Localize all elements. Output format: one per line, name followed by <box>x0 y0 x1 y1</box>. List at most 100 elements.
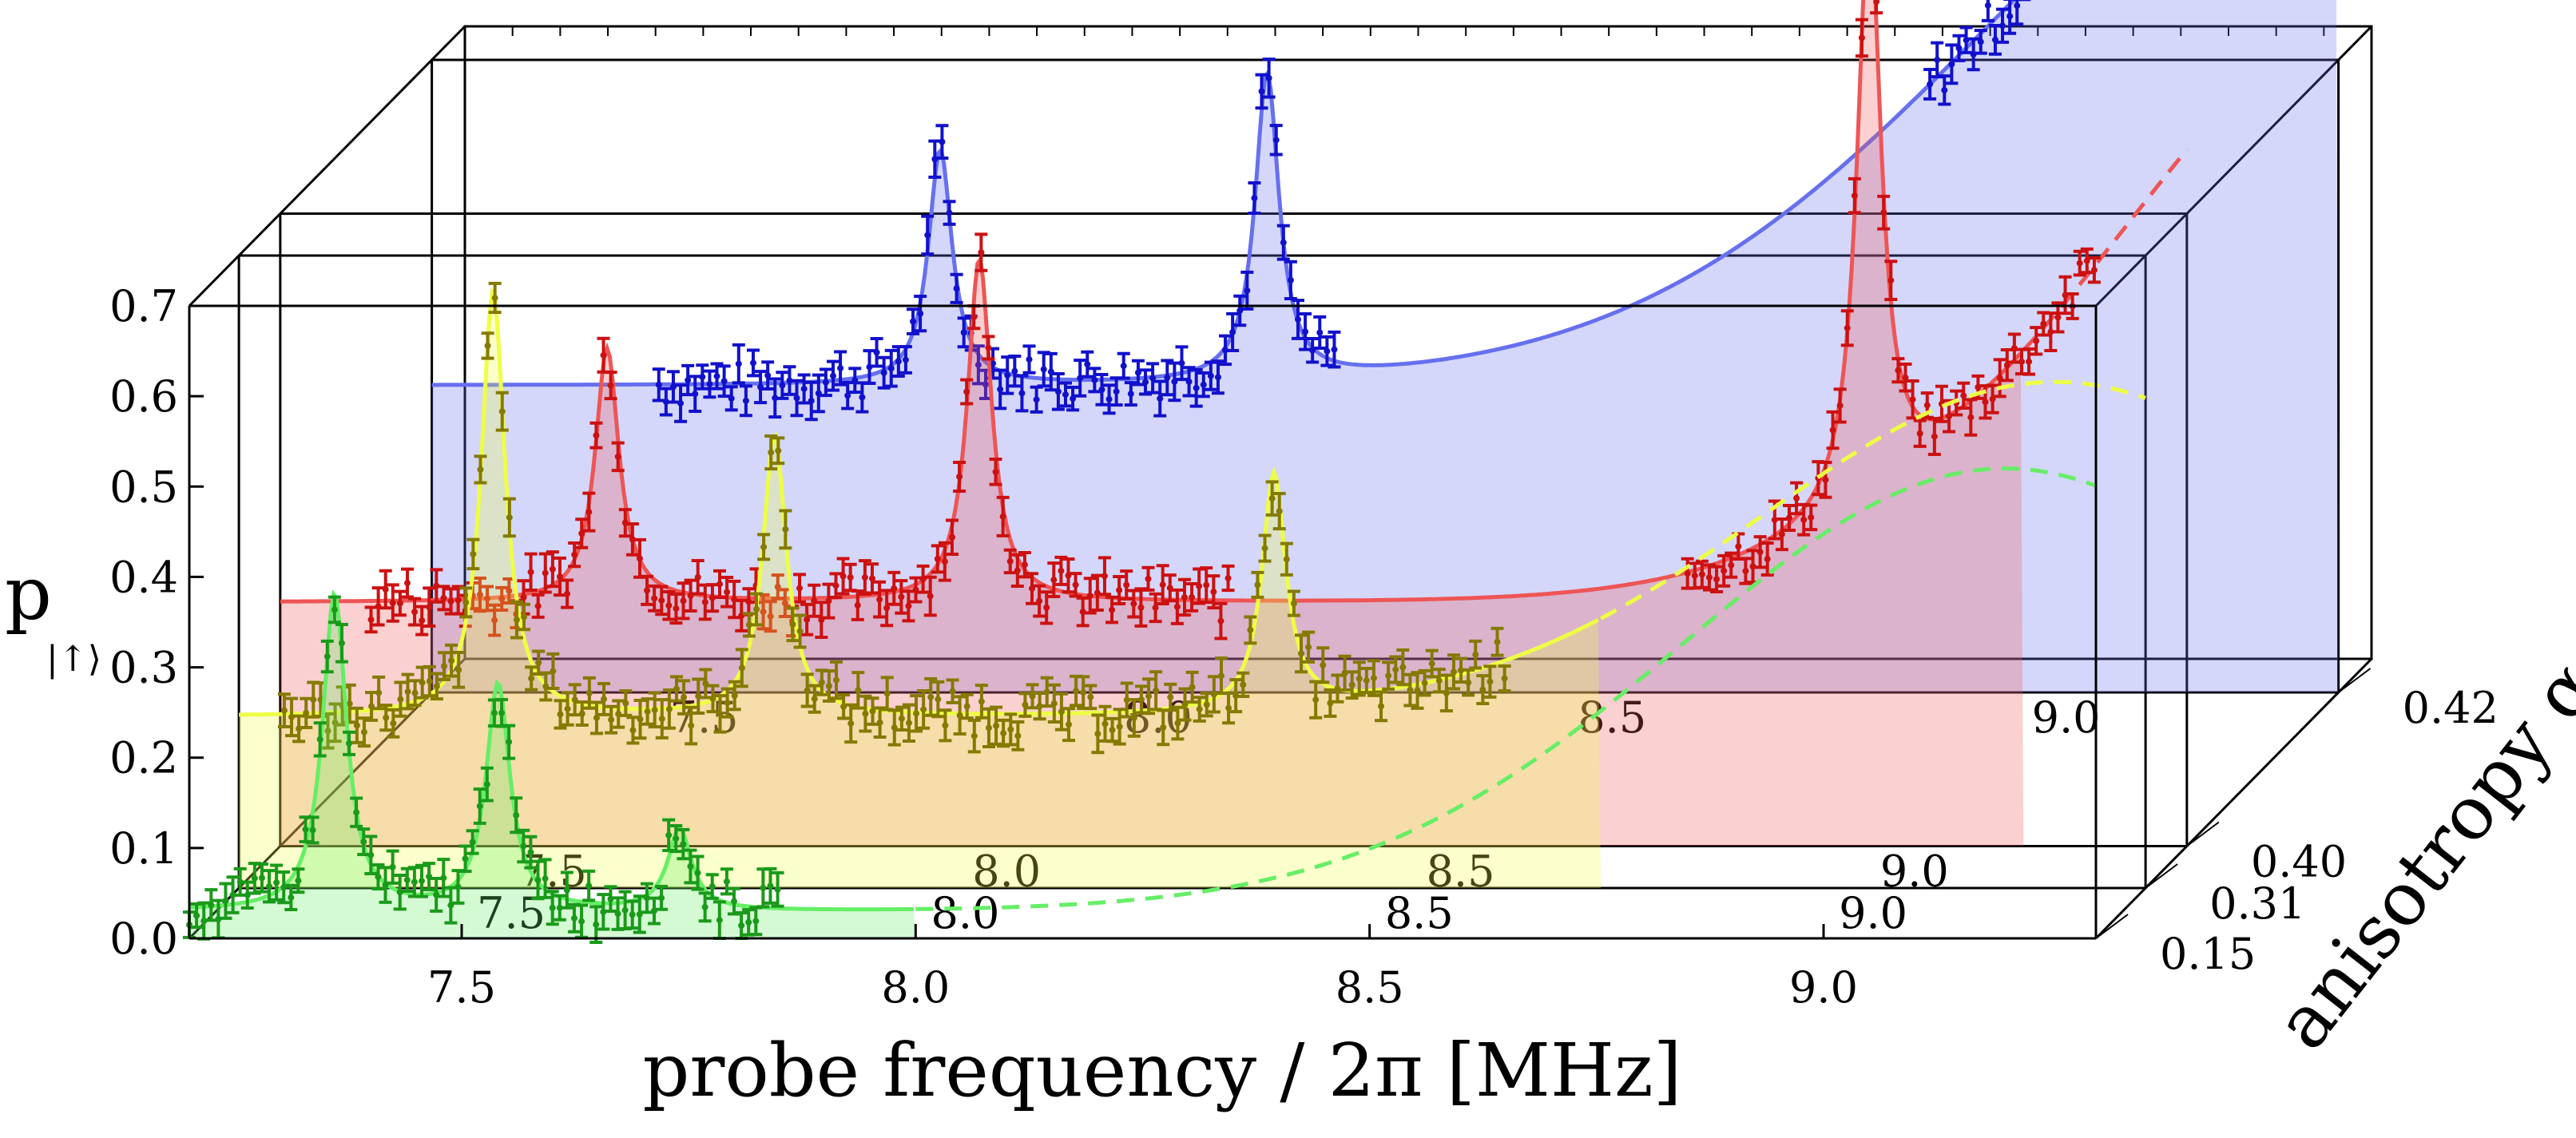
data-point-1-95 <box>970 732 978 740</box>
data-point-2-85 <box>985 344 992 351</box>
data-point-1-3 <box>303 709 310 716</box>
data-point-3-74 <box>1193 384 1200 391</box>
data-point-3-98 <box>1955 45 1963 52</box>
data-point-1-16 <box>397 696 404 703</box>
edge-bottom-right <box>2094 657 2373 940</box>
series-0_42 <box>431 0 2339 692</box>
fit-extension-0 <box>915 466 2097 911</box>
data-point-1-18 <box>411 689 419 696</box>
data-point-2-28 <box>571 551 578 558</box>
data-point-1-94 <box>963 703 970 710</box>
data-point-2-116 <box>1210 589 1217 596</box>
data-point-2-173 <box>2076 260 2083 267</box>
data-point-0-73 <box>716 917 723 924</box>
data-point-1-72 <box>804 687 811 694</box>
data-point-1-27 <box>477 466 484 473</box>
data-point-1-129 <box>1217 672 1224 680</box>
data-point-1-118 <box>1137 696 1145 703</box>
data-point-2-106 <box>1137 604 1145 611</box>
box-front-frame: 0.42 0.400.310.15 0.0 0.1 0.2 0.3 0.4 0.5 0.6 0.7… <box>109 26 2499 1013</box>
data-point-3-102 <box>1984 2 1991 9</box>
data-point-3-94 <box>1927 81 1934 88</box>
data-point-2-5 <box>403 580 411 587</box>
x-tick-label-0: 7.5 <box>427 962 496 1013</box>
y-tick-label-4: 0.4 <box>109 552 178 602</box>
data-point-3-28 <box>859 394 866 401</box>
data-point-1-150 <box>1370 675 1377 682</box>
data-point-3-65 <box>1127 391 1134 398</box>
data-point-0-16 <box>302 826 309 833</box>
data-point-2-42 <box>673 605 680 612</box>
data-point-3-52 <box>1033 396 1040 403</box>
data-point-3-83 <box>1258 88 1265 95</box>
data-point-0-3 <box>208 902 215 909</box>
y-axis-title-subscript: |↑⟩ <box>46 639 101 680</box>
data-point-2-71 <box>883 605 891 612</box>
data-point-2-46 <box>701 598 708 605</box>
data-point-0-21 <box>338 640 345 647</box>
y-tick-label-2: 0.2 <box>109 733 178 783</box>
data-point-0-30 <box>403 876 411 883</box>
data-point-1-140 <box>1298 650 1304 657</box>
data-point-1-14 <box>383 714 390 721</box>
data-point-2-49 <box>724 589 731 596</box>
data-point-3-51 <box>1026 356 1033 363</box>
data-point-1-87 <box>913 710 920 717</box>
data-point-1-51 <box>651 706 658 713</box>
data-point-2-17 <box>491 617 498 624</box>
data-point-2-83 <box>970 314 978 321</box>
x-tick-label-plane2-3: 9.0 <box>1880 847 1949 897</box>
data-point-1-85 <box>898 715 905 722</box>
data-point-2-63 <box>825 597 832 605</box>
data-point-1-31 <box>506 513 513 521</box>
data-point-0-11 <box>266 882 273 890</box>
data-point-3-5 <box>692 391 699 398</box>
data-point-3-8 <box>713 373 720 380</box>
data-point-2-101 <box>1101 573 1108 580</box>
data-point-2-141 <box>1844 324 1851 331</box>
data-point-2-133 <box>1785 514 1792 521</box>
data-point-1-70 <box>789 621 796 628</box>
data-point-2-90 <box>1021 561 1028 569</box>
data-point-1-47 <box>622 700 629 707</box>
data-point-3-47 <box>997 386 1004 393</box>
data-point-2-145 <box>1873 0 1880 6</box>
data-point-2-34 <box>614 453 621 460</box>
data-point-2-16 <box>484 595 491 602</box>
data-point-0-31 <box>411 878 418 886</box>
data-point-2-10 <box>440 594 447 601</box>
data-point-1-151 <box>1378 703 1385 710</box>
data-point-3-101 <box>1977 38 1984 46</box>
data-point-1-65 <box>753 605 760 613</box>
data-point-1-139 <box>1290 600 1297 607</box>
data-point-2-40 <box>658 597 665 604</box>
data-point-1-50 <box>644 708 651 715</box>
data-point-3-53 <box>1040 366 1047 373</box>
data-point-3-11 <box>735 360 742 367</box>
data-point-1-69 <box>782 525 789 533</box>
data-point-3-67 <box>1142 379 1149 386</box>
fit-area-3 <box>431 0 2339 692</box>
data-point-3-30 <box>873 349 880 356</box>
data-point-3-59 <box>1084 361 1091 368</box>
data-point-2-130 <box>1764 556 1771 563</box>
data-point-0-70 <box>694 870 701 877</box>
data-point-1-148 <box>1355 675 1363 682</box>
fit-extension-1 <box>1599 379 2146 621</box>
y-axis-title-main: p <box>5 551 52 636</box>
data-point-3-62 <box>1105 395 1113 402</box>
data-point-1-91 <box>942 722 949 729</box>
data-point-2-105 <box>1130 600 1137 607</box>
data-point-1-117 <box>1130 714 1137 721</box>
data-point-3-0 <box>655 381 662 388</box>
data-point-2-132 <box>1778 531 1785 538</box>
data-point-3-4 <box>685 377 692 384</box>
data-point-1-45 <box>608 716 615 724</box>
edge-top-left <box>188 25 466 307</box>
data-point-1-62 <box>731 692 738 700</box>
data-point-1-114 <box>1109 727 1116 734</box>
data-point-3-44 <box>974 361 982 368</box>
data-point-2-89 <box>1014 567 1021 574</box>
data-point-2-21 <box>520 594 527 601</box>
